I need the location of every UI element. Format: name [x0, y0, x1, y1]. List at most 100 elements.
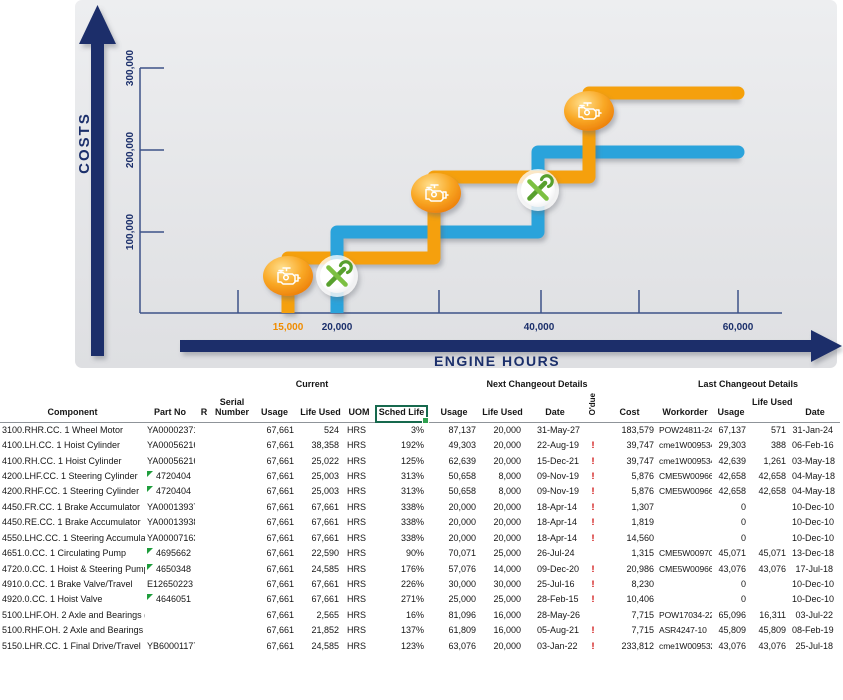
col-header-date-next[interactable]: Date	[525, 392, 586, 423]
serial-number-cell	[213, 438, 251, 453]
r-cell	[195, 608, 213, 623]
table-row[interactable]: 4200.RHF.CC. 1 Steering Cylinder 4720404…	[0, 484, 840, 499]
life-used-current-cell: 67,661	[311, 517, 339, 528]
life-used-last-cell: 571	[771, 424, 787, 435]
usage-current-cell: 67,661	[266, 640, 294, 651]
life-used-next-cell: 20,000	[493, 517, 522, 528]
col-header-serial-number[interactable]: Serial Number	[213, 392, 251, 423]
col-header-sched-life[interactable]: Sched Life	[375, 392, 430, 424]
table-row[interactable]: 4100.LH.CC. 1 Hoist Cylinder YA00056216 …	[0, 438, 840, 453]
life-used-last-cell: 45,071	[758, 548, 787, 559]
component-cell: 4450.FR.CC. 1 Brake Accumulator	[2, 501, 141, 512]
workorder-cell: CME5W009667	[659, 563, 713, 574]
date-next-cell: 28-May-26	[537, 609, 581, 620]
usage-last-cell: 0	[741, 578, 747, 589]
usage-current-cell: 67,661	[266, 578, 294, 589]
date-last-cell: 04-May-18	[792, 486, 836, 497]
table-row[interactable]: 4651.0.CC. 1 Circulating Pump 4695662 67…	[0, 546, 840, 561]
col-header-uom[interactable]: UOM	[343, 392, 375, 423]
note-flag-icon	[147, 548, 153, 555]
usage-last-cell: 42,639	[718, 455, 747, 466]
overdue-flag-cell: !	[591, 640, 595, 651]
table-row[interactable]: 5100.LHF.OH. 2 Axle and Bearings (ind Wh…	[0, 608, 840, 623]
table-row[interactable]: 4910.0.CC. 1 Brake Valve/Travel E1265022…	[0, 577, 840, 592]
table-row[interactable]: 4550.LHC.CC. 1 Steering Accumulators YA0…	[0, 531, 840, 546]
usage-current-cell: 67,661	[266, 548, 294, 559]
serial-number-cell	[213, 454, 251, 469]
life-used-current-cell: 25,003	[311, 486, 339, 497]
component-cell: 4100.RH.CC. 1 Hoist Cylinder	[2, 455, 122, 466]
usage-current-cell: 67,661	[266, 501, 294, 512]
r-cell	[195, 577, 213, 592]
r-cell	[195, 422, 213, 438]
cost-cell: 1,307	[631, 501, 655, 512]
sched-life-cell: 125%	[400, 455, 425, 466]
r-cell	[195, 562, 213, 577]
col-header-usage-current[interactable]: Usage	[251, 392, 298, 423]
uom-cell: HRS	[347, 424, 367, 435]
col-header-life-used-current[interactable]: Life Used	[298, 392, 343, 423]
part-no-cell: YA00007163	[147, 532, 195, 543]
table-row[interactable]: 5100.RHF.OH. 2 Axle and Bearings (ind Wh…	[0, 623, 840, 638]
col-header-life-used-last[interactable]: Life Used	[750, 392, 793, 423]
col-header-usage-next[interactable]: Usage	[428, 392, 481, 423]
group-header-row: Current Next Changeout Details Last Chan…	[0, 376, 840, 392]
table-row[interactable]: 4200.LHF.CC. 1 Steering Cylinder 4720404…	[0, 469, 840, 484]
date-last-cell: 10-Dec-10	[792, 501, 835, 512]
col-header-cost[interactable]: Cost	[601, 392, 659, 423]
r-cell	[195, 546, 213, 561]
table-row[interactable]: 5150.LHR.CC. 1 Final Drive/Travel YB6000…	[0, 639, 840, 654]
life-used-next-cell: 16,000	[493, 625, 522, 636]
col-header-overdue[interactable]: O'due	[585, 392, 602, 423]
part-no-cell: YB60001177	[147, 640, 195, 651]
usage-next-cell: 25,000	[448, 594, 477, 605]
col-header-workorder[interactable]: Workorder	[658, 392, 713, 423]
cost-cell: 1,315	[631, 548, 655, 559]
overdue-flag-cell: !	[591, 625, 595, 636]
usage-next-cell: 81,096	[448, 609, 477, 620]
col-header-usage-last[interactable]: Usage	[712, 392, 751, 423]
group-header-next-changeout: Next Changeout Details	[486, 378, 588, 389]
r-cell	[195, 500, 213, 515]
cost-cell: 10,406	[626, 594, 655, 605]
r-cell	[195, 623, 213, 638]
life-used-current-cell: 22,590	[311, 548, 339, 559]
usage-next-cell: 57,076	[448, 563, 477, 574]
usage-next-cell: 50,658	[448, 486, 477, 497]
uom-cell: HRS	[347, 563, 367, 574]
table-row[interactable]: 4450.FR.CC. 1 Brake Accumulator YA000139…	[0, 500, 840, 515]
sched-life-cell: 123%	[400, 640, 425, 651]
serial-number-cell	[213, 592, 251, 607]
col-header-r[interactable]: R	[195, 392, 213, 423]
usage-current-cell: 67,661	[266, 424, 294, 435]
col-header-date-last[interactable]: Date	[790, 392, 841, 423]
col-header-component[interactable]: Component	[0, 392, 145, 423]
y-tick-label: 300,000	[125, 49, 136, 86]
usage-last-cell: 43,076	[718, 640, 747, 651]
part-no-cell: YA00013937	[147, 501, 195, 512]
date-last-cell: 10-Dec-10	[792, 578, 835, 589]
life-used-current-cell: 67,661	[311, 578, 339, 589]
table-row[interactable]: 3100.RHR.CC. 1 Wheel Motor YA00002371 67…	[0, 422, 840, 438]
serial-number-cell	[213, 639, 251, 654]
life-used-last-cell: 43,076	[758, 563, 787, 574]
usage-current-cell: 67,661	[266, 486, 294, 497]
col-header-part-no[interactable]: Part No	[145, 392, 195, 423]
table-row[interactable]: 4100.RH.CC. 1 Hoist Cylinder YA00056216 …	[0, 454, 840, 469]
sched-life-cell: 3%	[411, 424, 425, 435]
cost-cell: 233,812	[621, 640, 655, 651]
col-header-life-used-next[interactable]: Life Used	[480, 392, 526, 423]
date-next-cell: 25-Jul-16	[537, 578, 575, 589]
serial-number-cell	[213, 422, 251, 438]
orange-line-endcap	[731, 86, 745, 100]
life-used-last-cell	[750, 515, 790, 530]
sched-life-cell: 313%	[400, 486, 425, 497]
x-axis-tick-labels: 15,000 20,000 40,000 60,000	[273, 322, 754, 333]
table-row[interactable]: 4920.0.CC. 1 Hoist Valve 4646051 67,661 …	[0, 592, 840, 607]
table-row[interactable]: 4720.0.CC. 1 Hoist & Steering Pump 46503…	[0, 562, 840, 577]
table-row[interactable]: 4450.RE.CC. 1 Brake Accumulator YA000139…	[0, 515, 840, 530]
workorder-cell	[658, 531, 712, 546]
date-next-cell: 31-May-27	[537, 424, 581, 435]
x-tick-label: 20,000	[322, 322, 353, 333]
usage-next-cell: 62,639	[448, 455, 477, 466]
